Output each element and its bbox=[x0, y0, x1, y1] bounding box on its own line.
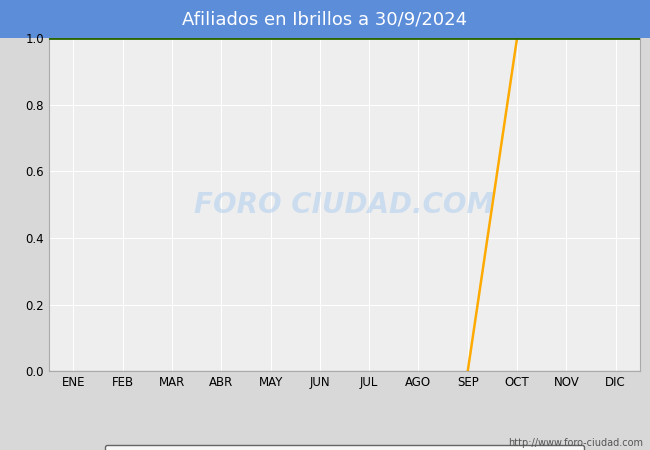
Text: http://www.foro-ciudad.com: http://www.foro-ciudad.com bbox=[508, 438, 644, 448]
Text: Afiliados en Ibrillos a 30/9/2024: Afiliados en Ibrillos a 30/9/2024 bbox=[183, 10, 467, 28]
Text: FORO CIUDAD.COM: FORO CIUDAD.COM bbox=[194, 191, 495, 219]
Legend: 2024, 2023, 2022, 2021, 2020, 2019, 2018, 2017: 2024, 2023, 2022, 2021, 2020, 2019, 2018… bbox=[105, 445, 584, 450]
